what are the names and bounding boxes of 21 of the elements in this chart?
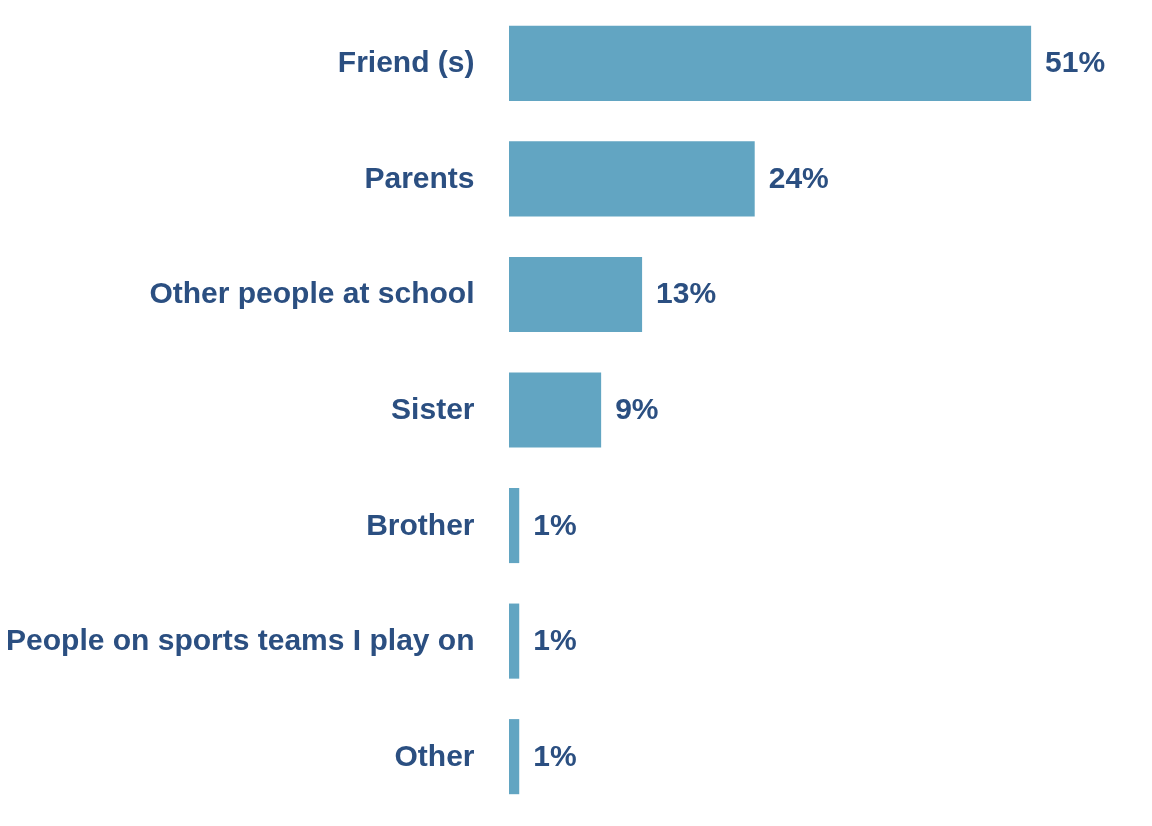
bar (509, 488, 520, 564)
bar (509, 603, 520, 679)
y-tick-label: Parents (364, 160, 475, 194)
bar (509, 372, 602, 448)
data-label: 51% (1045, 45, 1106, 79)
data-label: 1% (533, 507, 577, 541)
y-tick-label: Friend (s) (337, 45, 475, 79)
data-label: 13% (656, 276, 717, 310)
bar (509, 25, 1032, 101)
data-label: 24% (768, 160, 829, 194)
y-tick-label: Other (394, 738, 475, 772)
bar (509, 141, 755, 217)
y-tick-label: Brother (366, 507, 475, 541)
data-label: 1% (533, 738, 577, 772)
data-label: 1% (533, 623, 577, 657)
bar (509, 719, 520, 795)
y-tick-label: Sister (391, 392, 475, 425)
data-label: 9% (615, 392, 659, 425)
bar (509, 256, 643, 332)
y-tick-label: People on sports teams I play on (6, 623, 475, 657)
y-tick-label: Other people at school (149, 276, 475, 310)
